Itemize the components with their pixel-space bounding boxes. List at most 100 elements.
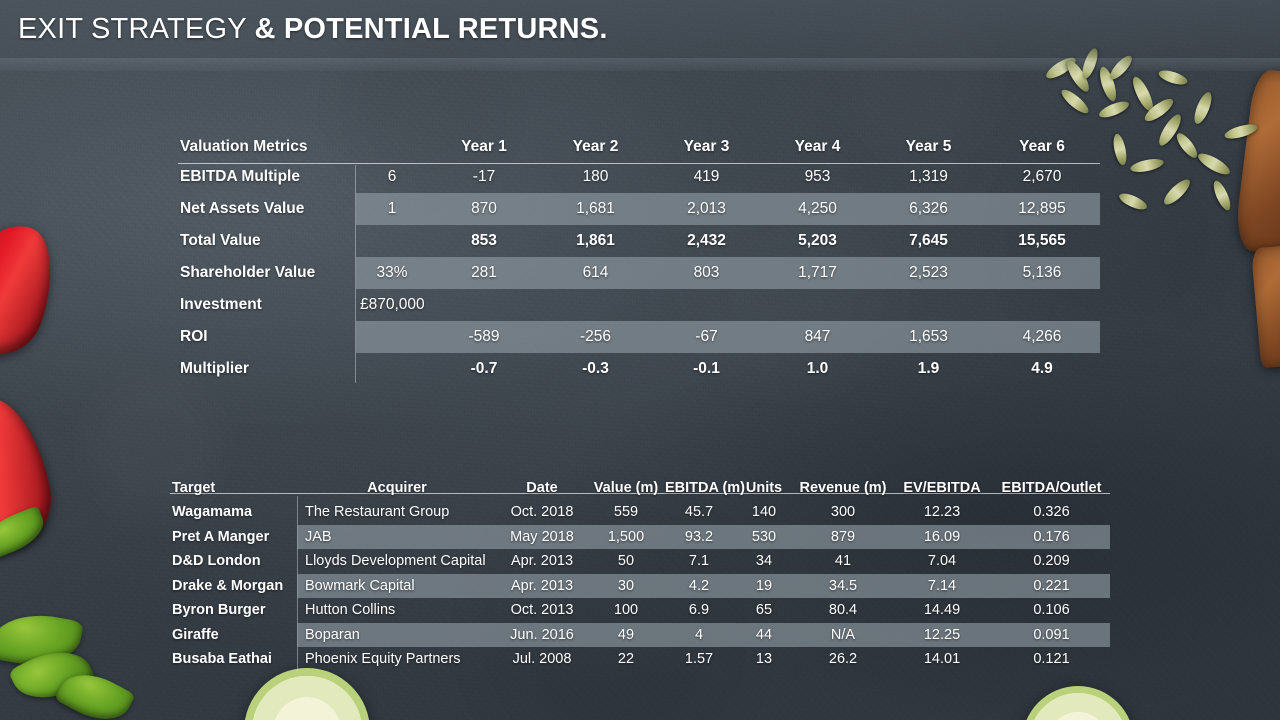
valuation-cell: 2,013 — [651, 193, 762, 225]
fennel-seed-icon — [1129, 74, 1157, 114]
tx-revenue: 26.2 — [828, 651, 858, 668]
fennel-seed-icon — [1160, 175, 1194, 209]
valuation-cell: -256 — [540, 321, 651, 353]
table-row: Net Assets Value 1 870 1,681 2,013 4,250 6,326… — [178, 193, 1100, 225]
valuation-row-label: Total Value — [180, 232, 261, 249]
tx-col-acquirer: Acquirer — [367, 479, 427, 496]
tx-revenue: 41 — [834, 553, 852, 570]
valuation-cell — [984, 289, 1100, 321]
valuation-row-unit — [356, 225, 428, 257]
table-row: Pret A Manger JAB May 2018 1,500 93.2 530 879 1… — [170, 524, 1110, 549]
tx-units: 530 — [733, 524, 795, 549]
valuation-col-unit — [356, 131, 428, 161]
valuation-metrics-table: Valuation Metrics Year 1 Year 2 Year 3 Y… — [178, 131, 1100, 385]
valuation-cell: 5,203 — [798, 232, 837, 249]
valuation-cell: -17 — [472, 168, 496, 185]
tx-revenue: N/A — [795, 622, 891, 647]
tx-col-revenue: Revenue (m) — [799, 479, 887, 496]
tx-date: Oct. 2018 — [510, 504, 574, 521]
tx-ev-ebitda: 16.09 — [891, 524, 993, 549]
tx-value: 49 — [587, 622, 665, 647]
fennel-seed-icon — [1097, 98, 1131, 121]
tx-revenue: 300 — [830, 504, 856, 521]
tx-date: Apr. 2013 — [497, 573, 587, 598]
tx-date: May 2018 — [497, 524, 587, 549]
fennel-seed-icon — [1129, 156, 1165, 175]
tx-value: 30 — [587, 573, 665, 598]
tx-value: 50 — [617, 553, 635, 570]
tx-ebitda: 1.57 — [684, 651, 714, 668]
lime-slice-icon — [1022, 686, 1134, 720]
tx-units: 34 — [755, 553, 773, 570]
valuation-cell — [540, 289, 651, 321]
tx-units: 65 — [755, 602, 773, 619]
valuation-col-year3: Year 3 — [683, 138, 730, 155]
valuation-cell: 12,895 — [984, 193, 1100, 225]
valuation-cell: 1,653 — [873, 321, 984, 353]
tx-value: 1,500 — [587, 524, 665, 549]
tx-ebitda-outlet: 0.106 — [1033, 602, 1070, 619]
tx-ebitda-outlet: 0.091 — [993, 622, 1110, 647]
table-row: Investment £870,000 — [178, 289, 1100, 321]
tx-acquirer: Hutton Collins — [305, 602, 396, 619]
transactions-header-rule — [170, 493, 1110, 494]
valuation-cell: -0.3 — [582, 360, 609, 377]
comparable-transactions-table: Target Acquirer Date Value (m) EBITDA (m… — [170, 460, 1110, 672]
tx-value: 100 — [613, 602, 639, 619]
tx-ebitda: 93.2 — [665, 524, 733, 549]
valuation-cell: -0.7 — [470, 360, 498, 377]
tx-ebitda-outlet: 0.176 — [993, 524, 1110, 549]
valuation-row-unit: £870,000 — [360, 296, 425, 313]
valuation-row-label: Investment — [180, 296, 262, 313]
tx-col-value: Value (m) — [593, 479, 659, 496]
table-row: EBITDA Multiple 6 -17 180 419 953 1,319 2,670 — [178, 161, 1100, 193]
table-row: Total Value 853 1,861 2,432 5,203 7,645 15,565 — [178, 225, 1100, 257]
tx-units: 44 — [733, 622, 795, 647]
valuation-cell: 5,136 — [984, 257, 1100, 289]
tx-ev-ebitda: 7.04 — [927, 553, 957, 570]
tx-col-units: Units — [745, 479, 783, 496]
valuation-col-year6: Year 6 — [1019, 138, 1065, 155]
valuation-cell: 853 — [471, 232, 497, 249]
tx-acquirer: Lloyds Development Capital — [305, 553, 486, 570]
valuation-cell: 1,717 — [762, 257, 873, 289]
tx-target: Giraffe — [172, 626, 219, 643]
valuation-col-year5: Year 5 — [905, 138, 952, 155]
chili-pepper-icon — [0, 210, 69, 366]
tx-col-date: Date — [526, 479, 558, 496]
valuation-col-year1: Year 1 — [461, 138, 507, 155]
valuation-cell — [651, 289, 762, 321]
valuation-cell: -67 — [651, 321, 762, 353]
valuation-cell: 953 — [804, 168, 831, 185]
tx-col-ebitda: EBITDA (m) — [665, 479, 746, 496]
fennel-seed-icon — [1155, 111, 1185, 149]
tx-ebitda: 4 — [665, 622, 733, 647]
tx-acquirer: JAB — [297, 524, 497, 549]
tx-acquirer: The Restaurant Group — [305, 504, 450, 521]
tx-revenue: 34.5 — [795, 573, 891, 598]
tx-ev-ebitda: 14.49 — [923, 602, 961, 619]
tx-date: Jul. 2008 — [512, 651, 572, 668]
fennel-seed-icon — [1058, 86, 1092, 117]
valuation-col-metrics: Valuation Metrics — [180, 138, 308, 155]
table-row: Wagamama The Restaurant Group Oct. 2018 559… — [170, 500, 1110, 525]
tx-date: Apr. 2013 — [510, 553, 574, 570]
tx-target: D&D London — [172, 553, 261, 570]
title-underband — [0, 58, 1280, 71]
table-row: Giraffe Boparan Jun. 2016 49 4 44 N/A 12.25 0.09… — [170, 622, 1110, 647]
tx-ebitda-outlet: 0.326 — [1033, 504, 1070, 521]
fennel-seed-icon — [1210, 178, 1234, 213]
tx-ev-ebitda: 14.01 — [923, 651, 961, 668]
valuation-cell — [428, 289, 540, 321]
fennel-seed-icon — [1117, 190, 1149, 213]
valuation-vertical-rule — [355, 165, 356, 383]
page-title-bold: & POTENTIAL RETURNS. — [254, 12, 608, 45]
valuation-cell: 847 — [762, 321, 873, 353]
tx-ebitda: 7.1 — [688, 553, 710, 570]
valuation-cell — [873, 289, 984, 321]
page-title-light: EXIT STRATEGY — [18, 12, 255, 45]
tx-ev-ebitda: 7.14 — [891, 573, 993, 598]
cinnamon-bark-icon — [1233, 68, 1280, 258]
lime-slice-icon — [244, 668, 370, 720]
